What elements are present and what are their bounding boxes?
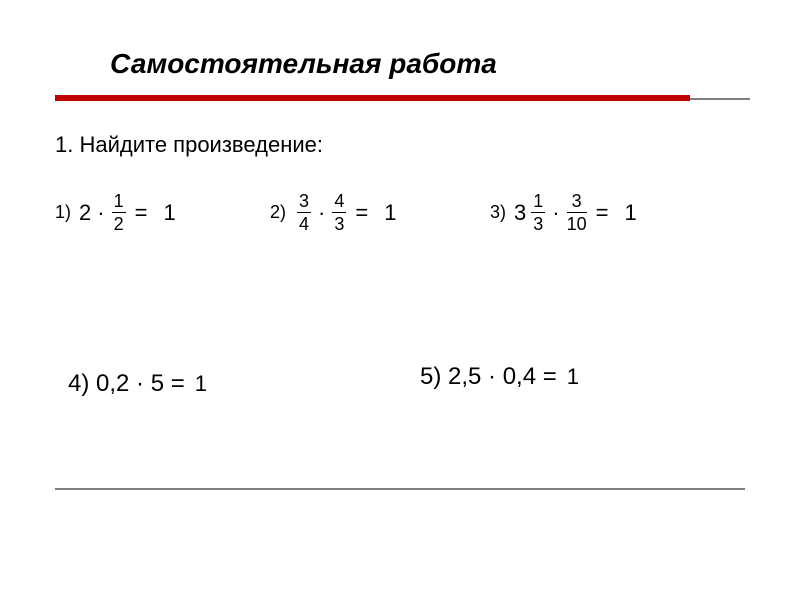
problem-3: 3) 3 1 3 · 3 10 = 1 [490, 192, 637, 233]
fraction-numerator: 4 [334, 192, 344, 212]
fraction-denominator: 3 [531, 212, 545, 233]
fraction-denominator: 2 [112, 212, 126, 233]
problem-1-whole: 2 [79, 200, 91, 226]
title-underline-gray [690, 98, 750, 100]
problem-4-answer: 1 [195, 371, 207, 397]
problem-5-answer: 1 [567, 364, 579, 390]
problem-2: 2) 3 4 · 4 3 = 1 [270, 192, 396, 233]
equals-sign: = [355, 200, 368, 226]
dot-operator: · [318, 200, 325, 226]
fraction-numerator: 1 [114, 192, 124, 212]
dot-operator: · [97, 200, 104, 226]
equals-sign: = [135, 200, 148, 226]
fraction-denominator: 10 [567, 212, 587, 233]
bottom-divider [55, 488, 745, 490]
problem-2-fraction-1: 3 4 [297, 192, 311, 233]
problem-5-text: 5) 2,5 · 0,4 = [420, 363, 557, 391]
instruction-text: 1. Найдите произведение: [55, 132, 323, 158]
problem-4: 4) 0,2 · 5 = 1 [68, 370, 207, 398]
dot-operator: · [552, 200, 559, 226]
fraction-numerator: 3 [299, 192, 309, 212]
problem-1: 1) 2 · 1 2 = 1 [55, 192, 176, 233]
problem-1-fraction: 1 2 [112, 192, 126, 233]
equals-sign: = [596, 200, 609, 226]
problem-2-fraction-2: 4 3 [332, 192, 346, 233]
problem-5: 5) 2,5 · 0,4 = 1 [420, 363, 579, 391]
problem-3-label: 3) [490, 202, 506, 223]
problem-3-fraction-2: 3 10 [567, 192, 587, 233]
fraction-denominator: 4 [297, 212, 311, 233]
problem-3-answer: 1 [624, 200, 636, 226]
problem-1-label: 1) [55, 202, 71, 223]
problem-2-answer: 1 [384, 200, 396, 226]
problem-2-label: 2) [270, 202, 286, 223]
problem-4-text: 4) 0,2 · 5 = [68, 370, 185, 398]
title-underline-red [55, 95, 690, 101]
problem-3-fraction-1: 1 3 [531, 192, 545, 233]
fraction-denominator: 3 [332, 212, 346, 233]
fraction-numerator: 3 [572, 192, 582, 212]
page-title: Самостоятельная работа [110, 48, 497, 80]
problem-1-answer: 1 [163, 200, 175, 226]
problem-3-whole: 3 [514, 200, 526, 226]
fraction-numerator: 1 [533, 192, 543, 212]
